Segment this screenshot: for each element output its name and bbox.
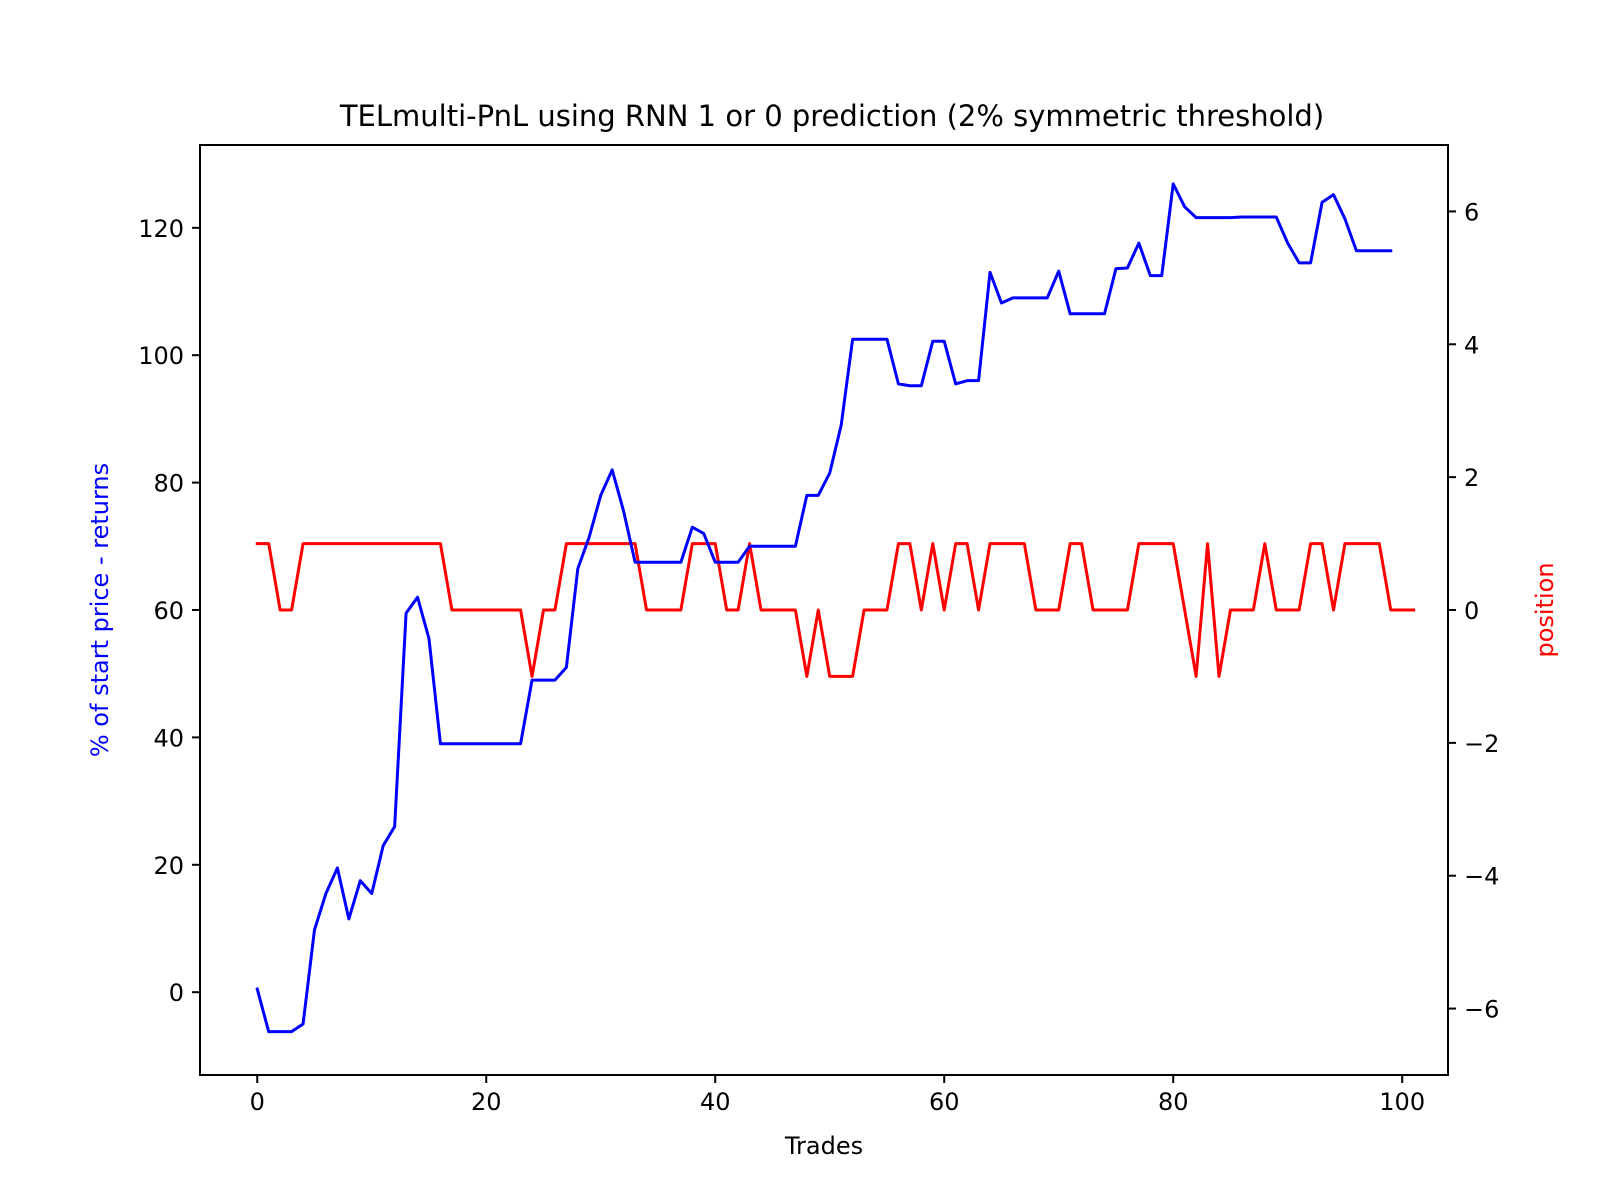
x-tick-label: 20	[471, 1088, 502, 1116]
right-y-axis-label: position	[1531, 562, 1559, 657]
right-y-axis: −6 −4 −2 0 2 4 6	[1448, 198, 1499, 1024]
plot-area	[255, 182, 1416, 1034]
right-y-tick-label: 0	[1464, 597, 1479, 625]
x-tick-label: 40	[700, 1088, 731, 1116]
left-y-tick-label: 0	[169, 979, 184, 1007]
right-y-tick-label: −4	[1464, 863, 1499, 891]
left-y-tick-label: 120	[138, 215, 184, 243]
right-y-tick-label: 2	[1464, 464, 1479, 492]
returns-series-line	[255, 182, 1393, 1034]
right-y-tick-label: −2	[1464, 730, 1499, 758]
left-y-axis-label: % of start price - returns	[86, 463, 114, 757]
right-y-tick-label: 4	[1464, 331, 1479, 359]
chart-title: TELmulti-PnL using RNN 1 or 0 prediction…	[339, 99, 1324, 133]
left-y-axis: 0 20 40 60 80 100 120	[138, 215, 200, 1007]
left-y-tick-label: 20	[153, 852, 184, 880]
x-tick-label: 0	[250, 1088, 265, 1116]
x-tick-label: 60	[929, 1088, 960, 1116]
x-tick-label: 80	[1158, 1088, 1189, 1116]
x-tick-label: 100	[1379, 1088, 1425, 1116]
right-y-tick-label: −6	[1464, 996, 1499, 1024]
left-y-tick-label: 80	[153, 470, 184, 498]
position-series-line	[255, 542, 1416, 678]
left-y-tick-label: 100	[138, 342, 184, 370]
left-y-tick-label: 60	[153, 597, 184, 625]
right-y-tick-label: 6	[1464, 198, 1479, 226]
x-axis-label: Trades	[784, 1132, 863, 1160]
x-axis: 0 20 40 60 80 100	[250, 1075, 1425, 1116]
left-y-tick-label: 40	[153, 724, 184, 752]
